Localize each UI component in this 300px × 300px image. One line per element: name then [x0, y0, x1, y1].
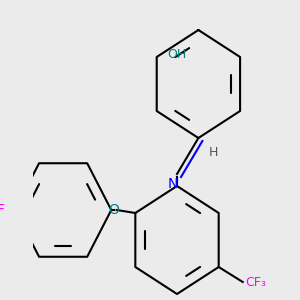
Text: O: O [109, 203, 119, 217]
Text: N: N [168, 177, 178, 191]
Text: F: F [0, 203, 4, 217]
Text: OH: OH [167, 47, 187, 61]
Text: CF₃: CF₃ [245, 275, 266, 289]
Text: H: H [209, 146, 218, 160]
